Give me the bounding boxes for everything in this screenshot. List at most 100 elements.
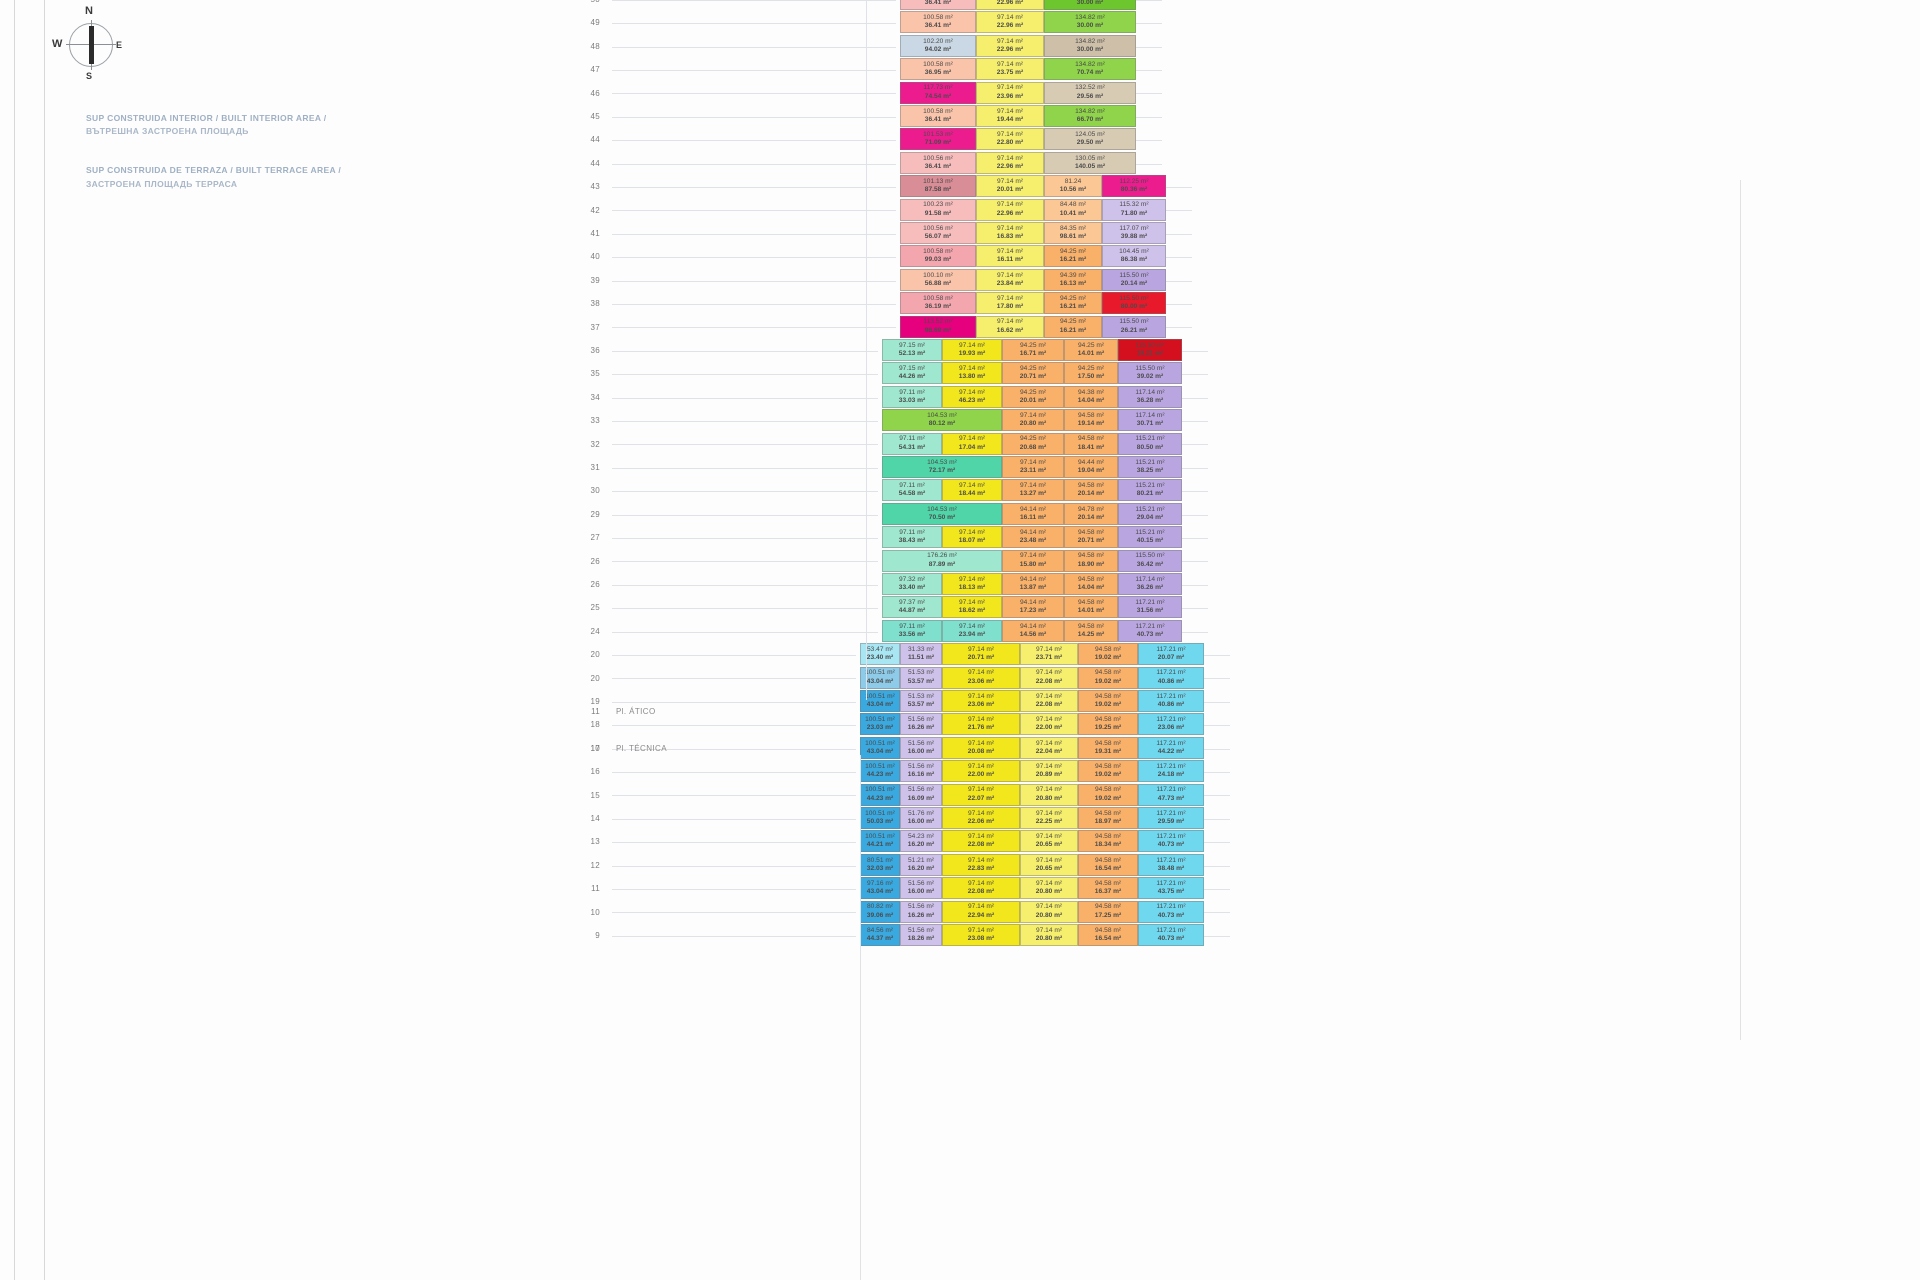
unit-area-cell[interactable]: 117.21 m² 43.75 m² [1138, 877, 1204, 900]
schedule-floor-row[interactable]: 40 [560, 245, 1260, 268]
unit-area-cell[interactable]: 97.14 m² 16.62 m² [976, 315, 1044, 338]
unit-area-cell[interactable]: 97.14 m² 20.01 m² [976, 175, 1044, 198]
unit-area-cell[interactable]: 97.14 m² 20.08 m² [942, 736, 1020, 759]
unit-area-cell[interactable]: 113.52 m² 98.69 m² [900, 315, 976, 338]
unit-area-cell[interactable]: 51.76 m² 16.00 m² [900, 807, 942, 829]
unit-area-cell[interactable]: 117.21 m² 40.73 m² [1138, 830, 1204, 853]
schedule-floor-row[interactable]: 16 [560, 760, 1260, 783]
unit-area-cell[interactable]: 100.58 m² 99.03 m² [900, 245, 976, 268]
unit-area-cell[interactable]: 97.14 m² 23.11 m² [1002, 456, 1064, 478]
unit-area-cell[interactable]: 84.35 m² 98.61 m² [1044, 222, 1102, 244]
unit-area-cell[interactable]: 115.50 m² 36.42 m² [1118, 549, 1182, 572]
unit-area-cell[interactable]: 97.14 m² 23.96 m² [976, 81, 1044, 104]
schedule-floor-row[interactable]: 41 [560, 222, 1260, 245]
schedule-floor-row[interactable]: 50 [560, 0, 1260, 11]
unit-area-cell[interactable]: 117.21 m² 20.07 m² [1138, 643, 1204, 666]
unit-area-cell[interactable]: 97.14 m² 23.75 m² [976, 58, 1044, 81]
unit-area-cell[interactable]: 97.14 m² 18.07 m² [942, 526, 1002, 549]
unit-area-cell[interactable]: 94.58 m² 19.14 m² [1064, 409, 1118, 432]
unit-area-cell[interactable]: 117.21 m² 24.18 m² [1138, 760, 1204, 783]
unit-area-cell[interactable]: 117.14 m² 30.71 m² [1118, 409, 1182, 432]
unit-area-cell[interactable]: 94.58 m² 18.34 m² [1078, 830, 1138, 853]
unit-area-cell[interactable]: 100.58 m² 36.95 m² [900, 58, 976, 81]
unit-area-cell[interactable]: 97.14 m² 18.62 m² [942, 596, 1002, 619]
unit-area-cell[interactable]: 176.26 m² 87.89 m² [882, 549, 1002, 572]
unit-area-cell[interactable]: 80.51 m² 32.03 m² [860, 853, 900, 876]
unit-area-cell[interactable]: 117.21 m² 47.73 m² [1138, 783, 1204, 806]
unit-area-cell[interactable]: 80.82 m² 39.06 m² [860, 900, 900, 923]
unit-area-cell[interactable]: 115.50 m² 39.02 m² [1118, 362, 1182, 385]
schedule-floor-row[interactable]: 34 [560, 386, 1260, 409]
unit-area-cell[interactable]: 51.53 m² 53.57 m² [900, 690, 942, 712]
unit-area-cell[interactable]: 117.73 m² 74.54 m² [900, 81, 976, 104]
unit-area-cell[interactable]: 97.14 m² 23.84 m² [976, 268, 1044, 291]
unit-area-cell[interactable]: 97.14 m² 22.80 m² [976, 128, 1044, 151]
unit-area-cell[interactable]: 101.53 m² 71.09 m² [900, 128, 976, 151]
unit-area-cell[interactable]: 51.56 m² 16.00 m² [900, 736, 942, 759]
unit-area-cell[interactable]: 97.14 m² 20.80 m² [1020, 877, 1078, 900]
schedule-floor-row[interactable]: 46 [560, 82, 1260, 105]
unit-area-cell[interactable]: 97.14 m² 18.44 m² [942, 479, 1002, 502]
schedule-floor-row[interactable]: 18 [560, 713, 1260, 736]
schedule-floor-row[interactable]: 37 [560, 316, 1260, 339]
unit-area-cell[interactable]: 94.14 m² 14.56 m² [1002, 619, 1064, 642]
unit-area-cell[interactable]: 51.21 m² 16.20 m² [900, 853, 942, 876]
schedule-floor-row[interactable]: 45 [560, 105, 1260, 128]
unit-area-cell[interactable]: 115.50 m² 19.21 m² [1118, 339, 1182, 361]
unit-area-cell[interactable]: 94.25 m² 16.21 m² [1044, 245, 1102, 268]
unit-area-cell[interactable]: 97.14 m² 20.71 m² [942, 643, 1020, 666]
unit-area-cell[interactable]: 97.14 m² 22.06 m² [942, 807, 1020, 829]
schedule-floor-row[interactable]: 39 [560, 269, 1260, 292]
unit-area-cell[interactable]: 97.14 m² 20.89 m² [1020, 760, 1078, 783]
unit-area-cell[interactable]: 51.56 m² 16.26 m² [900, 900, 942, 923]
unit-area-cell[interactable]: 97.15 m² 52.13 m² [882, 339, 942, 361]
unit-area-cell[interactable]: 97.14 m² 23.71 m² [1020, 643, 1078, 666]
unit-area-cell[interactable]: 97.14 m² 19.44 m² [976, 105, 1044, 127]
unit-area-cell[interactable]: 94.58 m² 14.01 m² [1064, 596, 1118, 619]
schedule-floor-row[interactable]: 11 [560, 877, 1260, 900]
unit-area-cell[interactable]: 97.37 m² 44.87 m² [882, 596, 942, 619]
unit-area-cell[interactable]: 97.14 m² 13.80 m² [942, 362, 1002, 385]
unit-area-cell[interactable]: 31.33 m² 11.51 m² [900, 643, 942, 666]
unit-area-cell[interactable]: 94.25 m² 17.50 m² [1064, 362, 1118, 385]
unit-area-cell[interactable]: 84.48 m² 10.41 m² [1044, 198, 1102, 221]
unit-area-cell[interactable]: 117.21 m² 40.73 m² [1118, 619, 1182, 642]
unit-area-cell[interactable]: 94.58 m² 16.54 m² [1078, 924, 1138, 946]
unit-area-cell[interactable]: 117.21 m² 44.22 m² [1138, 736, 1204, 759]
schedule-floor-row[interactable]: 48 [560, 35, 1260, 58]
unit-area-cell[interactable]: 97.16 m² 43.04 m² [860, 877, 900, 900]
unit-area-cell[interactable]: 100.51 m² 23.03 m² [860, 713, 900, 736]
unit-area-cell[interactable]: 51.56 m² 16.26 m² [900, 713, 942, 736]
schedule-floor-row[interactable]: 25 [560, 596, 1260, 619]
unit-area-cell[interactable]: 115.50 m² 26.21 m² [1102, 315, 1166, 338]
unit-area-cell[interactable]: 97.14 m² 20.80 m² [1020, 900, 1078, 923]
unit-area-cell[interactable]: 100.10 m² 56.88 m² [900, 268, 976, 291]
unit-area-cell[interactable]: 100.56 m² 56.07 m² [900, 222, 976, 244]
unit-area-cell[interactable]: 117.14 m² 36.26 m² [1118, 573, 1182, 595]
unit-area-cell[interactable]: 94.58 m² 19.02 m² [1078, 760, 1138, 783]
unit-area-cell[interactable]: 97.14 m² 20.80 m² [1020, 783, 1078, 806]
unit-area-cell[interactable]: 84.56 m² 44.37 m² [860, 924, 900, 946]
unit-area-cell[interactable]: 97.14 m² 20.65 m² [1020, 830, 1078, 853]
unit-area-cell[interactable]: 97.14 m² 21.76 m² [942, 713, 1020, 736]
schedule-floor-row[interactable]: 13 [560, 830, 1260, 853]
unit-area-cell[interactable]: 94.58 m² 18.97 m² [1078, 807, 1138, 829]
unit-area-cell[interactable]: 97.14 m² 22.08 m² [942, 830, 1020, 853]
unit-area-cell[interactable]: 100.56 m² 36.41 m² [900, 151, 976, 174]
unit-area-cell[interactable]: 97.14 m² 22.08 m² [1020, 690, 1078, 712]
unit-area-cell[interactable]: 100.58 m² 36.19 m² [900, 292, 976, 315]
schedule-floor-row[interactable]: 9 [560, 924, 1260, 947]
schedule-floor-row[interactable]: 26 [560, 573, 1260, 596]
unit-area-cell[interactable]: 94.58 m² 19.31 m² [1078, 736, 1138, 759]
unit-area-cell[interactable]: 115.21 m² 40.15 m² [1118, 526, 1182, 549]
schedule-floor-row[interactable]: 30 [560, 479, 1260, 502]
unit-area-cell[interactable]: 94.25 m² 20.01 m² [1002, 385, 1064, 408]
schedule-floor-row[interactable]: 38 [560, 292, 1260, 315]
unit-area-cell[interactable]: 97.14 m² 13.27 m² [1002, 479, 1064, 502]
unit-area-cell[interactable]: 94.58 m² 19.25 m² [1078, 713, 1138, 736]
unit-area-cell[interactable]: 100.23 m² 91.58 m² [900, 198, 976, 221]
unit-area-cell[interactable]: 94.58 m² 19.02 m² [1078, 690, 1138, 712]
